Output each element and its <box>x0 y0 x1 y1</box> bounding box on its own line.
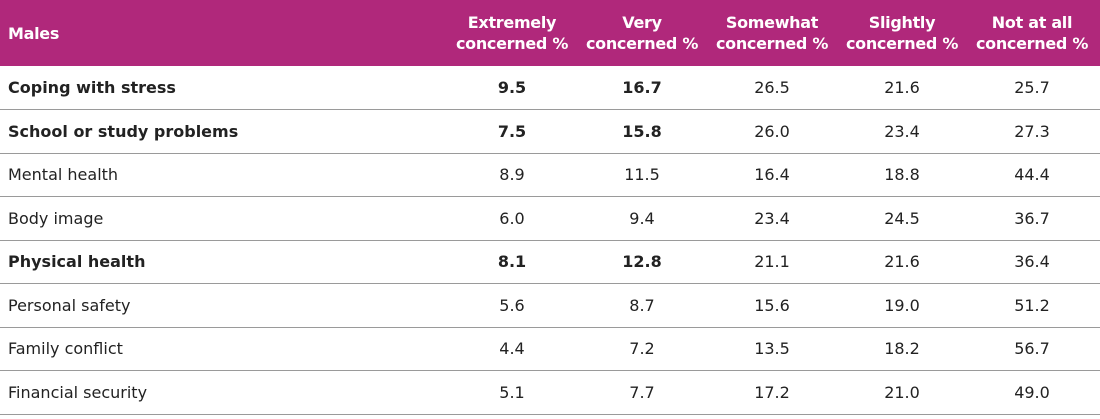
header-extremely-concerned: Extremely concerned % <box>455 13 569 53</box>
cell-slightly: 23.4 <box>884 121 920 141</box>
table-row: Coping with stress 9.5 16.7 26.5 21.6 25… <box>0 66 1100 110</box>
table-row: Physical health 8.1 12.8 21.1 21.6 36.4 <box>0 240 1100 284</box>
cell-somewhat: 23.4 <box>754 208 790 228</box>
cell-somewhat: 26.0 <box>754 121 790 141</box>
cell-slightly: 18.2 <box>884 339 920 359</box>
table-row: Personal safety 5.6 8.7 15.6 19.0 51.2 <box>0 284 1100 327</box>
cell-very: 9.4 <box>629 208 655 228</box>
cell-not-at-all: 44.4 <box>1014 165 1050 185</box>
cell-extremely: 4.4 <box>499 339 525 359</box>
row-label: Coping with stress <box>8 78 176 97</box>
cell-not-at-all: 49.0 <box>1014 382 1050 402</box>
row-label: Physical health <box>8 252 146 272</box>
cell-somewhat: 26.5 <box>754 78 790 97</box>
cell-extremely: 5.1 <box>499 382 525 402</box>
cell-not-at-all: 56.7 <box>1014 339 1050 359</box>
cell-slightly: 21.6 <box>884 252 920 272</box>
cell-not-at-all: 36.4 <box>1014 252 1050 272</box>
cell-slightly: 21.0 <box>884 382 920 402</box>
cell-somewhat: 15.6 <box>754 295 790 315</box>
table-header-row: Males Extremely concerned % Very concern… <box>0 0 1100 66</box>
cell-not-at-all: 36.7 <box>1014 208 1050 228</box>
header-slightly-concerned: Slightly concerned % <box>845 13 959 53</box>
row-label: Body image <box>8 208 104 228</box>
cell-slightly: 19.0 <box>884 295 920 315</box>
cell-somewhat: 16.4 <box>754 165 790 185</box>
cell-not-at-all: 51.2 <box>1014 295 1050 315</box>
cell-very: 8.7 <box>629 295 655 315</box>
cell-very: 7.2 <box>629 339 655 359</box>
row-label: School or study problems <box>8 121 239 141</box>
cell-very: 15.8 <box>622 121 662 141</box>
table-row: Body image 6.0 9.4 23.4 24.5 36.7 <box>0 197 1100 240</box>
cell-very: 16.7 <box>622 78 662 97</box>
table-body: Coping with stress 9.5 16.7 26.5 21.6 25… <box>0 66 1100 414</box>
cell-extremely: 5.6 <box>499 295 525 315</box>
cell-extremely: 8.9 <box>499 165 525 185</box>
row-label: Financial security <box>8 382 148 402</box>
cell-slightly: 18.8 <box>884 165 920 185</box>
table-row: Family conflict 4.4 7.2 13.5 18.2 56.7 <box>0 327 1100 371</box>
cell-not-at-all: 25.7 <box>1014 78 1050 97</box>
row-label: Family conflict <box>8 339 123 359</box>
header-not-at-all-concerned: Not at all concerned % <box>975 13 1089 53</box>
row-label: Personal safety <box>8 295 131 315</box>
table-row: Financial security 5.1 7.7 17.2 21.0 49.… <box>0 371 1100 414</box>
table-row: Mental health 8.9 11.5 16.4 18.8 44.4 <box>0 153 1100 197</box>
header-somewhat-concerned: Somewhat concerned % <box>715 13 829 53</box>
cell-extremely: 6.0 <box>499 208 525 228</box>
cell-somewhat: 13.5 <box>754 339 790 359</box>
cell-very: 7.7 <box>629 382 655 402</box>
cell-extremely: 7.5 <box>497 121 527 141</box>
cell-slightly: 24.5 <box>884 208 920 228</box>
cell-somewhat: 21.1 <box>754 252 790 272</box>
header-very-concerned: Very concerned % <box>585 13 699 53</box>
cell-extremely: 9.5 <box>497 78 527 97</box>
header-males: Males <box>8 23 60 43</box>
cell-extremely: 8.1 <box>497 252 527 272</box>
table-row: School or study problems 7.5 15.8 26.0 2… <box>0 110 1100 153</box>
cell-slightly: 21.6 <box>884 78 920 97</box>
cell-not-at-all: 27.3 <box>1014 121 1050 141</box>
cell-very: 11.5 <box>624 165 660 185</box>
cell-somewhat: 17.2 <box>754 382 790 402</box>
cell-very: 12.8 <box>622 252 662 272</box>
row-label: Mental health <box>8 165 119 185</box>
